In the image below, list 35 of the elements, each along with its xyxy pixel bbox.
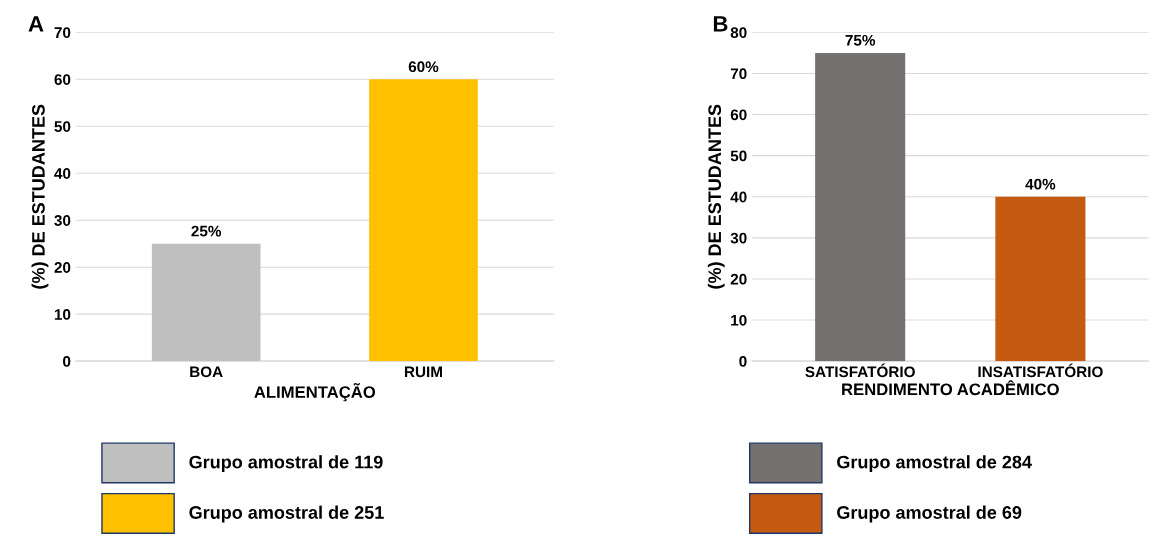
y-tick-label: 70 [730,68,747,80]
y-tick-label: 50 [730,150,747,162]
y-axis-title: (%) DE ESTUDANTES [31,104,49,289]
y-tick-label: 40 [730,191,747,203]
data-label: 60% [408,61,439,73]
data-label: 75% [845,34,876,46]
y-tick-label: 30 [54,215,71,226]
legend-label: Grupo amostral de 119 [189,455,383,472]
y-tick-label: 50 [54,121,71,132]
y-axis-title: (%) DE ESTUDANTES [707,104,725,289]
text: A [28,16,44,32]
x-axis-title: ALIMENTAÇÃO [254,383,376,402]
y-tick-label: 70 [54,27,71,39]
y-tick-label: 30 [730,232,747,244]
y-tick-label: 10 [731,314,747,326]
data-label: 40% [1025,178,1056,190]
x-tick-label: BOA [190,366,223,378]
y-tick-label: 0 [739,356,747,367]
x-tick-label: RUIM [404,366,442,378]
legend-label: Grupo amostral de 251 [189,505,384,523]
text: B [713,16,728,32]
x-tick-label: INSATISFATÓRIO [978,363,1103,378]
x-tick-label: SATISFATÓRIO [805,363,915,378]
legend-label: Grupo amostral de 69 [837,505,1022,523]
y-tick-label: 40 [54,168,71,179]
y-tick-label: 0 [63,356,71,367]
x-axis-title: RENDIMENTO ACADÊMICO [842,380,1059,396]
legend-label: Grupo amostral de 284 [837,455,1032,472]
data-label: 25% [191,225,222,237]
y-tick-label: 10 [54,309,71,320]
y-tick-label: 20 [54,262,71,273]
y-tick-label: 60 [730,109,747,121]
y-tick-label: 60 [54,74,71,85]
y-tick-label: 80 [730,27,747,39]
y-tick-label: 20 [730,273,747,285]
